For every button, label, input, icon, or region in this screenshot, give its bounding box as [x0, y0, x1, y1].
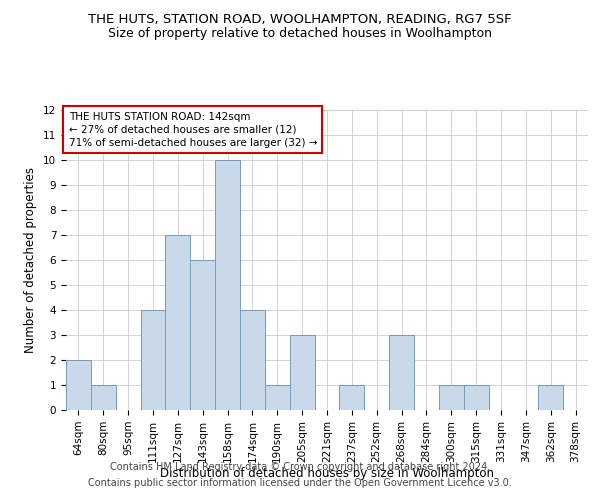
Bar: [215, 160, 240, 410]
Bar: [439, 385, 464, 410]
X-axis label: Distribution of detached houses by size in Woolhampton: Distribution of detached houses by size …: [160, 468, 494, 480]
Bar: [290, 335, 314, 410]
Bar: [265, 385, 290, 410]
Y-axis label: Number of detached properties: Number of detached properties: [25, 167, 37, 353]
Bar: [190, 260, 215, 410]
Bar: [389, 335, 414, 410]
Text: Contains HM Land Registry data © Crown copyright and database right 2024.: Contains HM Land Registry data © Crown c…: [110, 462, 490, 472]
Bar: [91, 385, 116, 410]
Bar: [240, 310, 265, 410]
Bar: [166, 235, 190, 410]
Bar: [140, 310, 166, 410]
Text: Size of property relative to detached houses in Woolhampton: Size of property relative to detached ho…: [108, 28, 492, 40]
Bar: [538, 385, 563, 410]
Text: Contains public sector information licensed under the Open Government Licence v3: Contains public sector information licen…: [88, 478, 512, 488]
Bar: [340, 385, 364, 410]
Bar: [66, 360, 91, 410]
Bar: [464, 385, 488, 410]
Text: THE HUTS STATION ROAD: 142sqm
← 27% of detached houses are smaller (12)
71% of s: THE HUTS STATION ROAD: 142sqm ← 27% of d…: [68, 112, 317, 148]
Text: THE HUTS, STATION ROAD, WOOLHAMPTON, READING, RG7 5SF: THE HUTS, STATION ROAD, WOOLHAMPTON, REA…: [88, 12, 512, 26]
